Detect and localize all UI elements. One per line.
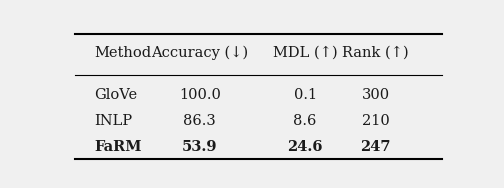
Text: FaRM: FaRM xyxy=(94,140,142,154)
Text: 100.0: 100.0 xyxy=(179,88,221,102)
Text: 53.9: 53.9 xyxy=(182,140,217,154)
Text: 8.6: 8.6 xyxy=(293,114,317,128)
Text: Accuracy (↓): Accuracy (↓) xyxy=(151,46,248,60)
Text: Rank (↑): Rank (↑) xyxy=(342,46,409,60)
Text: 247: 247 xyxy=(360,140,391,154)
Text: 300: 300 xyxy=(361,88,390,102)
Text: 210: 210 xyxy=(361,114,390,128)
Text: INLP: INLP xyxy=(94,114,133,128)
Text: GloVe: GloVe xyxy=(94,88,138,102)
Text: 24.6: 24.6 xyxy=(287,140,323,154)
Text: MDL (↑): MDL (↑) xyxy=(273,46,338,60)
Text: 0.1: 0.1 xyxy=(294,88,317,102)
Text: 86.3: 86.3 xyxy=(183,114,216,128)
Text: Method: Method xyxy=(94,46,151,60)
